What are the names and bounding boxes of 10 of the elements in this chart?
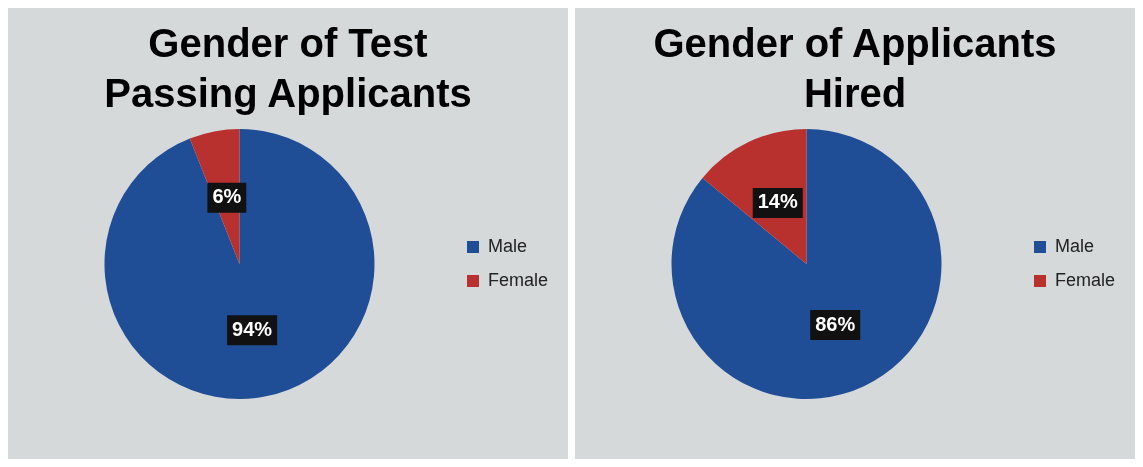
data-label: 86%	[815, 312, 856, 335]
data-label: 6%	[212, 185, 242, 208]
legend-label: Male	[1054, 235, 1094, 256]
data-label: 14%	[757, 190, 798, 213]
legend-label: Female	[1054, 269, 1116, 290]
chart-title: Gender of Applicants Hired	[652, 20, 1058, 117]
legend-label: Female	[487, 269, 549, 290]
legend-label: Male	[487, 235, 527, 256]
data-label: 94%	[232, 317, 273, 340]
chart-title: Gender of Test Passing Applicants	[103, 20, 473, 117]
